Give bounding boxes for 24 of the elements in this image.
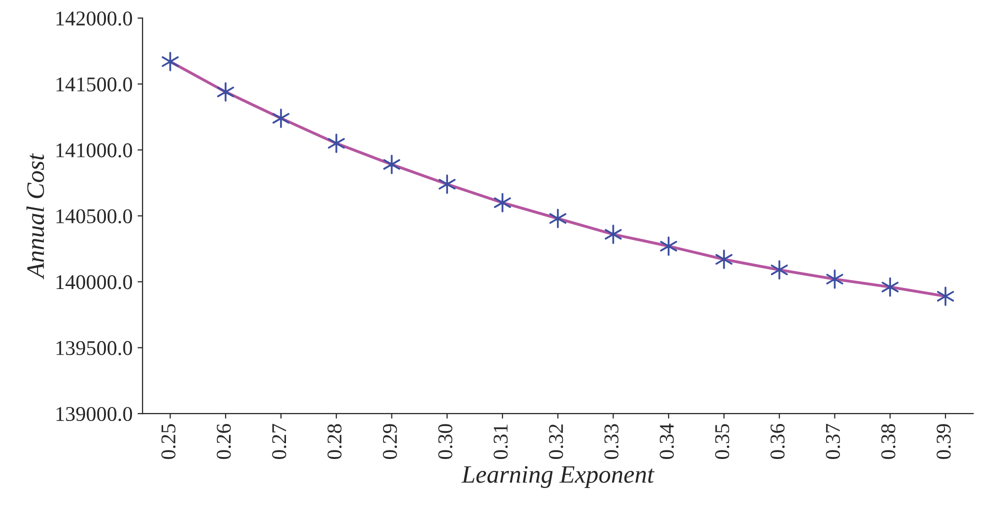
x-tick-label: 0.31: [494, 424, 508, 459]
y-tick-label: 141500.0: [56, 77, 132, 92]
y-tick-label: 142000.0: [56, 11, 132, 26]
y-tick-label: 139000.0: [56, 406, 132, 422]
x-tick-label: 0.39: [936, 424, 951, 459]
y-tick-label: 140000.0: [56, 275, 132, 290]
x-tick-label: 0.32: [549, 424, 564, 459]
x-tick-label: 0.28: [328, 424, 342, 459]
x-tick-label: 0.26: [216, 424, 231, 459]
x-axis-title: Learning Exponent: [461, 466, 655, 488]
y-tick-label: 140500.0: [56, 209, 132, 224]
y-tick-label: 139500.0: [56, 341, 132, 356]
x-tick-label: 0.36: [770, 424, 785, 459]
x-tick-label: 0.34: [660, 424, 674, 459]
x-tick-label: 0.33: [604, 424, 619, 459]
x-tick-label: 0.35: [715, 424, 730, 459]
x-tick-label: 0.37: [826, 424, 840, 459]
y-axis-title: Annual Cost: [26, 153, 44, 280]
x-tick-label: 0.27: [272, 424, 286, 459]
x-tick-label: 0.25: [161, 424, 176, 459]
x-tick-label: 0.38: [881, 424, 896, 459]
x-tick-label: 0.29: [382, 424, 398, 459]
x-tick-label: 0.30: [438, 424, 452, 459]
y-tick-label: 141000.0: [56, 143, 132, 158]
